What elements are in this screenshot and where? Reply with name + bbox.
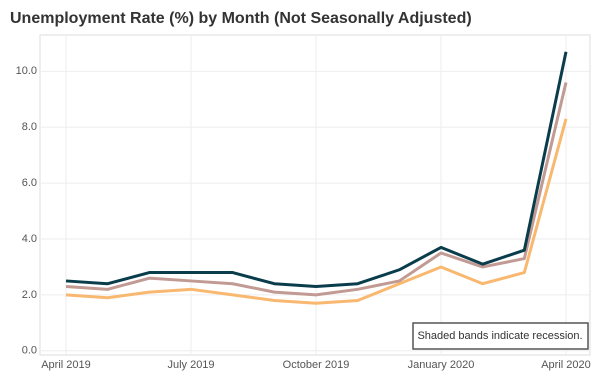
y-tick-label: 0.0: [22, 345, 37, 357]
y-tick-label: 8.0: [22, 121, 37, 133]
plot-area: [39, 34, 591, 356]
chart-title: Unemployment Rate (%) by Month (Not Seas…: [10, 10, 472, 27]
x-tick-label: April 2020: [541, 359, 591, 371]
x-tick-label: January 2020: [408, 359, 475, 371]
annotation: Shaded bands indicate recession.: [417, 330, 582, 342]
series-line: [65, 82, 568, 297]
y-tick-label: 10.0: [16, 65, 37, 77]
series-line: [65, 118, 568, 305]
x-tick-label: April 2019: [41, 359, 91, 371]
y-tick-label: 4.0: [22, 233, 37, 245]
annotation-box: [412, 322, 589, 350]
x-tick-label: October 2019: [283, 359, 350, 371]
series-line: [65, 51, 568, 289]
y-tick-label: 2.0: [22, 289, 37, 301]
y-tick-label: 6.0: [22, 177, 37, 189]
x-tick-label: July 2019: [167, 359, 214, 371]
